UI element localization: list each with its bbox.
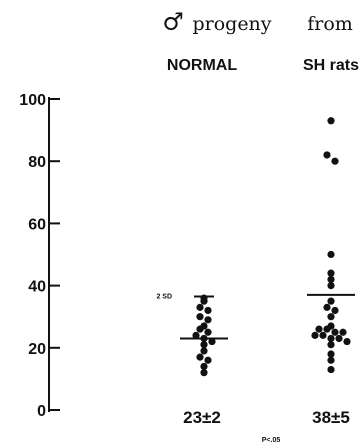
data-point-normal	[208, 337, 216, 346]
data-point-sh-rats	[327, 350, 335, 358]
data-point-sh-rats	[327, 334, 335, 343]
data-point-normal	[196, 353, 204, 361]
data-point-normal	[196, 313, 204, 321]
data-point-sh-rats	[311, 331, 319, 339]
data-point-sh-rats	[327, 117, 335, 125]
data-point-sh-rats	[331, 306, 339, 315]
data-point-sh-rats	[323, 303, 331, 311]
data-marks: 2 SD	[156, 117, 355, 377]
data-point-normal	[196, 325, 204, 333]
summary-normal: 23±2	[183, 408, 221, 427]
data-point-sh-rats	[327, 297, 335, 305]
data-point-normal	[200, 341, 208, 349]
y-axis-ticks: 0 20 40 60 80 100	[19, 92, 60, 420]
category-label-sh-rats: SH rats	[303, 57, 359, 74]
data-point-normal	[200, 362, 208, 371]
data-point-normal	[200, 369, 208, 377]
title-word-progeny: progeny	[192, 13, 271, 35]
data-point-normal	[196, 303, 204, 311]
y-tick-label: 0	[37, 403, 46, 420]
significance-annotation: P<.05	[262, 437, 281, 444]
data-point-normal	[204, 356, 212, 364]
title-word-from: from	[307, 13, 353, 35]
data-point-sh-rats	[323, 325, 331, 333]
data-point-sh-rats	[319, 331, 327, 339]
data-point-sh-rats	[335, 334, 343, 343]
data-point-sh-rats	[327, 356, 335, 364]
data-point-normal	[204, 316, 212, 324]
y-tick-label: 40	[28, 279, 46, 296]
data-point-normal	[204, 328, 212, 336]
y-tick-label: 100	[19, 92, 46, 109]
data-point-normal	[192, 331, 200, 339]
data-point-normal	[204, 306, 212, 315]
data-point-sh-rats	[331, 157, 339, 165]
data-point-sh-rats	[327, 269, 335, 277]
y-tick-label: 20	[28, 341, 46, 358]
y-tick-label: 80	[28, 154, 46, 171]
summary-sh-rats: 38±5	[312, 408, 350, 427]
data-point-sh-rats	[331, 328, 339, 336]
data-point-sh-rats	[327, 341, 335, 349]
data-point-sh-rats	[327, 250, 335, 259]
data-point-sh-rats	[323, 151, 331, 159]
data-point-sh-rats	[339, 328, 347, 336]
data-point-sh-rats	[327, 365, 335, 374]
y-tick-label: 60	[28, 216, 46, 233]
data-point-sh-rats	[327, 275, 335, 283]
male-symbol: ♂	[162, 8, 184, 36]
data-point-sh-rats	[327, 313, 335, 321]
category-label-normal: NORMAL	[167, 57, 237, 74]
sd-label-normal: 2 SD	[156, 293, 172, 300]
data-point-sh-rats	[315, 325, 323, 333]
data-point-sh-rats	[327, 282, 335, 290]
data-point-sh-rats	[343, 337, 351, 346]
data-point-normal	[200, 347, 208, 355]
data-point-normal	[200, 297, 208, 305]
